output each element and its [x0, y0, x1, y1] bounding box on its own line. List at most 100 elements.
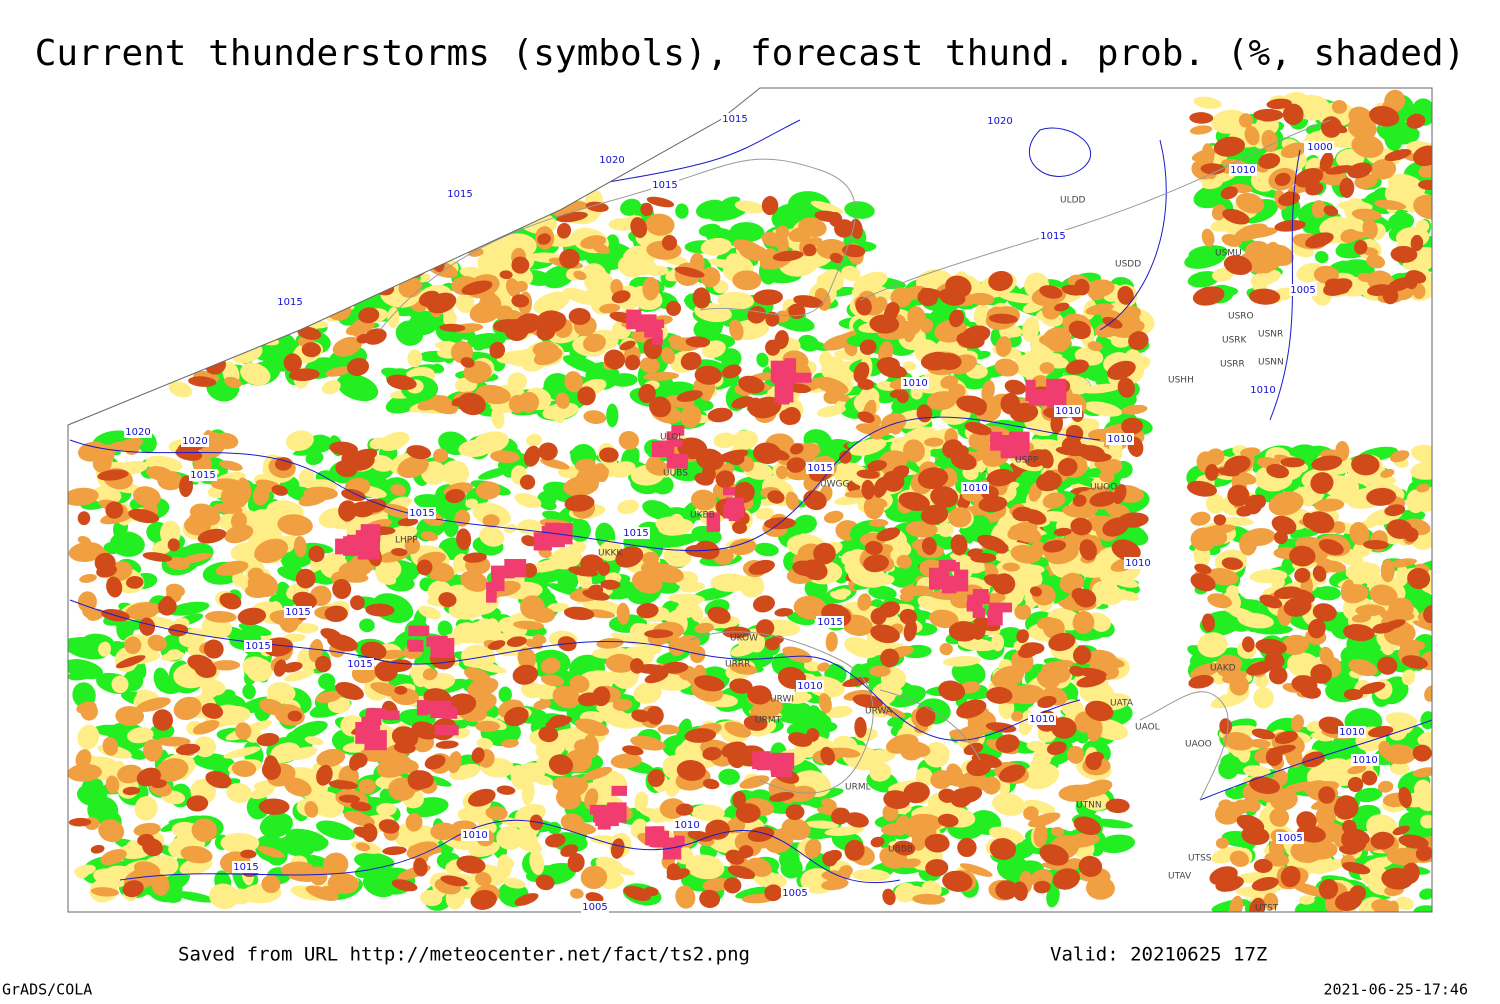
isobar-label: 1020: [125, 427, 150, 438]
shade-cell: [402, 202, 418, 219]
shade-cell: [331, 261, 354, 275]
shade-cell: [150, 334, 186, 345]
station-label: UKKK: [598, 549, 623, 559]
shade-cell: [318, 237, 334, 256]
storm-symbol: [972, 608, 986, 619]
shade-cell: [351, 234, 380, 255]
shade-cell: [274, 314, 316, 326]
storm-symbol: [987, 609, 1003, 626]
shade-cell: [436, 678, 468, 694]
shade-cell: [190, 347, 225, 358]
shade-cell: [293, 445, 329, 456]
station-label: USRR: [1220, 360, 1245, 370]
station-label: URML: [845, 783, 871, 793]
shade-cell: [242, 683, 256, 700]
shade-cell: [243, 275, 261, 301]
storm-symbol: [490, 565, 514, 576]
shade-cell: [322, 294, 343, 309]
isobar-label: 1010: [1250, 385, 1275, 396]
shade-cell: [219, 292, 253, 316]
isobar-label: 1015: [190, 470, 215, 481]
storm-symbol: [990, 431, 1003, 446]
shade-cell: [271, 244, 294, 256]
isobar-label: 1015: [285, 607, 310, 618]
storm-symbol: [534, 532, 552, 545]
station-label: USMU: [1215, 249, 1242, 259]
shade-cell: [361, 243, 385, 258]
isobar-label: 1005: [582, 902, 607, 913]
shade-cell: [238, 326, 252, 352]
storm-symbol: [1028, 389, 1050, 406]
shade-cell: [430, 214, 456, 241]
station-label: UTNN: [1076, 801, 1102, 811]
shade-cell: [168, 236, 198, 250]
shade-cell: [163, 278, 190, 292]
shade-cell: [1340, 231, 1369, 240]
shade-cell: [394, 685, 408, 695]
storm-symbol: [607, 802, 627, 823]
shade-cell: [242, 275, 259, 299]
shade-cell: [413, 233, 435, 244]
shade-cell: [255, 240, 282, 263]
shade-cell: [365, 231, 397, 255]
shade-cell: [249, 313, 275, 327]
probability-shading: [68, 89, 1432, 912]
shade-cell: [420, 238, 455, 256]
shade-cell: [254, 290, 272, 301]
shade-cell: [499, 215, 527, 226]
storm-symbol: [427, 700, 439, 715]
shade-cell: [208, 266, 233, 287]
shade-cell: [198, 239, 215, 266]
station-label: URRR: [725, 660, 750, 670]
shade-cell: [174, 302, 209, 328]
software: GrADS/COLA: [2, 981, 92, 999]
shade-cell: [951, 660, 986, 686]
isobar-label: 1015: [409, 508, 434, 519]
shade-cell: [569, 449, 589, 461]
shade-cell: [450, 202, 490, 223]
shade-cell: [199, 292, 229, 312]
station-label: USRO: [1228, 312, 1254, 322]
valid-time: Valid: 20210625 17Z: [1050, 944, 1267, 966]
storm-symbol: [723, 487, 736, 496]
isobar-label: 1015: [817, 617, 842, 628]
station-label: ULDD: [1060, 196, 1086, 206]
storm-symbol: [364, 730, 387, 751]
shade-cell: [228, 305, 248, 324]
storm-symbol: [430, 638, 455, 658]
isobar-label: 1010: [902, 378, 927, 389]
shade-cell: [325, 254, 351, 265]
shade-cell: [203, 269, 235, 282]
shade-cell: [68, 665, 100, 681]
station-label: USDD: [1115, 260, 1141, 270]
shade-cell: [234, 300, 258, 316]
shade-cell: [153, 260, 184, 285]
storm-symbol: [662, 843, 682, 860]
shade-cell: [1098, 834, 1136, 854]
shade-cell: [606, 403, 619, 428]
shade-cell: [226, 243, 240, 259]
station-label: UTSS: [1188, 854, 1212, 864]
station-label: UATA: [1110, 699, 1134, 709]
storm-symbol: [1008, 431, 1030, 452]
shade-cell: [169, 239, 191, 252]
station-label: LHPP: [395, 536, 418, 546]
shade-cell: [413, 225, 445, 239]
isobar-label: 1010: [1339, 727, 1364, 738]
isobar-label: 1005: [782, 888, 807, 899]
isobar-label: 1010: [1107, 434, 1132, 445]
shade-cell: [868, 585, 897, 600]
station-label: ULOL: [660, 433, 683, 443]
isobar-label: 1010: [1029, 714, 1054, 725]
shade-cell: [390, 224, 427, 246]
shade-cell: [192, 338, 231, 351]
shade-cell: [215, 306, 230, 318]
shade-cell: [395, 210, 417, 226]
storm-symbol: [343, 536, 360, 556]
shade-cell: [286, 244, 312, 256]
isobar-label: 1015: [233, 862, 258, 873]
storm-symbol: [357, 540, 380, 560]
isobar-label: 1010: [1352, 755, 1377, 766]
shade-cell: [322, 276, 355, 298]
shade-cell: [406, 233, 431, 249]
